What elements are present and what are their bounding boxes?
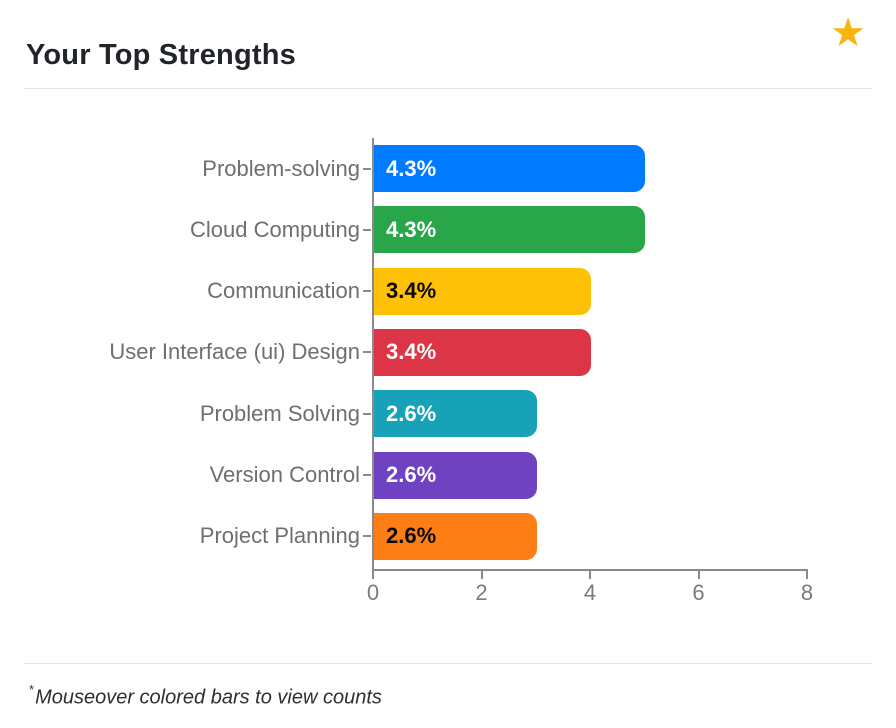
header-divider [24, 88, 872, 89]
bar-problem-solving[interactable]: 4.3% [374, 145, 646, 192]
footnote-asterisk: * [29, 682, 35, 697]
category-label-user-interface-ui-design: User Interface (ui) Design [109, 339, 360, 365]
category-tick-mark [363, 351, 371, 354]
x-tick-label: 8 [800, 580, 814, 605]
bar-value-label: 4.3% [386, 155, 437, 181]
bar-value-label: 2.6% [386, 400, 437, 426]
bar-cloud-computing[interactable]: 4.3% [374, 206, 646, 254]
x-axis-line [372, 569, 808, 571]
bar-problem-solving[interactable]: 2.6% [374, 390, 537, 438]
category-label-version-control: Version Control [209, 462, 360, 488]
category-tick-mark [363, 167, 371, 170]
x-tick-mark [372, 571, 374, 579]
category-tick-mark [363, 290, 371, 293]
category-tick-mark [363, 535, 371, 538]
x-tick-mark [480, 571, 483, 579]
x-tick-mark [589, 571, 591, 579]
category-label-problem-solving: Problem Solving [199, 400, 360, 426]
x-tick-label: 6 [692, 580, 705, 605]
bar-version-control[interactable]: 2.6% [374, 451, 537, 499]
page-title: Your Top Strengths [26, 39, 296, 72]
category-label-project-planning: Project Planning [199, 523, 360, 549]
footnote: *Mouseover colored bars to view counts [29, 682, 382, 710]
top-strengths-bar-chart: 0 2 4 6 8 Problem-solving 4.3% Cloud Computing 4… [109, 138, 814, 605]
bar-value-label: 3.4% [386, 339, 437, 365]
footnote-text: Mouseover colored bars to view counts [35, 686, 382, 709]
x-tick-mark [697, 571, 700, 579]
x-tick-mark [806, 571, 808, 579]
bar-value-label: 2.6% [386, 523, 437, 549]
bar-user-interface-ui-design[interactable]: 3.4% [374, 328, 591, 376]
star-icon[interactable]: ★ [830, 11, 866, 55]
category-tick-mark [363, 228, 371, 231]
bar-project-planning[interactable]: 2.6% [374, 512, 537, 560]
x-tick-label: 4 [583, 580, 597, 605]
category-tick-mark [363, 474, 371, 477]
footer-divider [24, 663, 872, 664]
bar-value-label: 3.4% [386, 278, 437, 304]
bar-value-label: 4.3% [386, 216, 437, 242]
y-axis-line [372, 138, 374, 571]
category-tick-mark [363, 412, 371, 415]
category-label-cloud-computing: Cloud Computing [190, 216, 360, 242]
category-label-communication: Communication [207, 278, 360, 304]
x-tick-label: 2 [475, 580, 488, 605]
x-tick-label: 0 [366, 580, 380, 605]
bar-communication[interactable]: 3.4% [374, 267, 591, 315]
category-label-problem-solving: Problem-solving [202, 155, 360, 181]
bar-value-label: 2.6% [386, 462, 437, 488]
